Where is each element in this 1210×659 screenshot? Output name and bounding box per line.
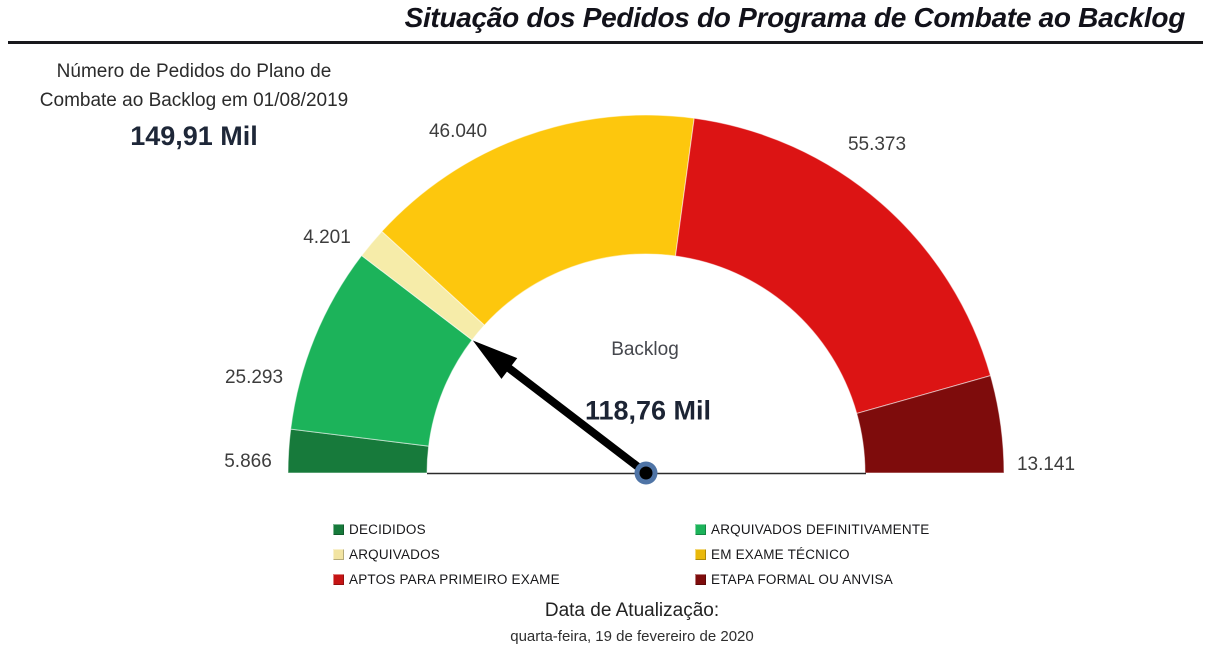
gauge-center-label: Backlog bbox=[611, 339, 679, 360]
segment-value-label: 55.373 bbox=[847, 134, 907, 155]
legend-swatch-icon bbox=[333, 524, 344, 535]
legend-item-aptos-para-primeiro-exame[interactable]: APTOS PARA PRIMEIRO EXAME bbox=[333, 567, 695, 592]
legend-item-label: APTOS PARA PRIMEIRO EXAME bbox=[349, 572, 560, 587]
gauge-needle bbox=[472, 340, 658, 485]
legend-item-arquivados[interactable]: ARQUIVADOS bbox=[333, 542, 695, 567]
segment-value-label: 5.866 bbox=[224, 451, 272, 472]
kpi-card: Número de Pedidos do Plano de Combate ao… bbox=[10, 57, 378, 152]
legend-swatch-icon bbox=[333, 574, 344, 585]
legend-item-label: DECIDIDOS bbox=[349, 522, 426, 537]
legend-item-label: ETAPA FORMAL OU ANVISA bbox=[711, 572, 893, 587]
legend-swatch-icon bbox=[333, 549, 344, 560]
report-title: Situação dos Pedidos do Programa de Comb… bbox=[404, 2, 1186, 33]
legend-item-etapa-formal-ou-anvisa[interactable]: ETAPA FORMAL OU ANVISA bbox=[695, 567, 929, 592]
gauge-segment-4[interactable] bbox=[674, 117, 992, 415]
update-date: quarta-feira, 19 de fevereiro de 2020 bbox=[510, 628, 754, 645]
legend-item-decididos[interactable]: DECIDIDOS bbox=[333, 517, 695, 542]
kpi-value: 149,91 Mil bbox=[130, 121, 258, 151]
kpi-title-line2: Combate ao Backlog em 01/08/2019 bbox=[39, 90, 349, 111]
segment-value-label: 13.141 bbox=[1016, 454, 1076, 475]
legend-item-em-exame-tecnico[interactable]: EM EXAME TÉCNICO bbox=[695, 542, 929, 567]
legend-item-label: ARQUIVADOS bbox=[349, 547, 441, 562]
gauge-segments bbox=[287, 114, 1005, 474]
update-label: Data de Atualização: bbox=[544, 600, 720, 621]
segment-value-label: 46.040 bbox=[428, 121, 488, 142]
segment-value-label: 25.293 bbox=[224, 367, 284, 388]
legend-item-label: ARQUIVADOS DEFINITIVAMENTE bbox=[711, 522, 930, 537]
title-divider bbox=[8, 41, 1203, 44]
update-footer: Data de Atualização: quarta-feira, 19 de… bbox=[54, 600, 1210, 645]
legend-swatch-icon bbox=[695, 574, 706, 585]
legend-item-arquivados-definitivamente[interactable]: ARQUIVADOS DEFINITIVAMENTE bbox=[695, 517, 929, 542]
legend-item-label: EM EXAME TÉCNICO bbox=[711, 547, 850, 562]
legend-swatch-icon bbox=[695, 524, 706, 535]
gauge-segment-5[interactable] bbox=[856, 375, 1005, 474]
gauge-center-value: 118,76 Mil bbox=[584, 395, 712, 426]
legend: DECIDIDOS ARQUIVADOS DEFINITIVAMENTE ARQ… bbox=[333, 517, 929, 592]
legend-swatch-icon bbox=[695, 549, 706, 560]
segment-value-label: 4.201 bbox=[303, 227, 351, 248]
kpi-title-line1: Número de Pedidos do Plano de bbox=[56, 61, 332, 82]
